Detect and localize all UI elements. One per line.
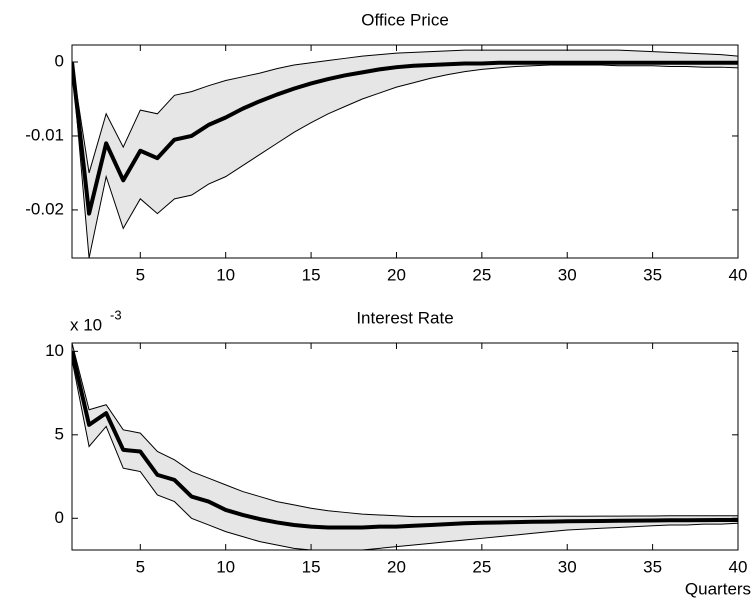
confidence-band: [72, 343, 738, 550]
y-tick-label: 10: [45, 341, 64, 360]
y-tick-label: -0.01: [25, 125, 64, 144]
axes-box: [71, 44, 739, 259]
y-scale-base: x 10: [70, 315, 102, 334]
y-tick-label: 0: [55, 51, 64, 70]
x-tick-label: 30: [558, 265, 577, 284]
x-tick-label: 40: [729, 557, 748, 576]
plot-area: [72, 343, 738, 550]
band-upper: [72, 343, 738, 518]
x-tick-label: 5: [136, 265, 145, 284]
x-tick-label: 40: [729, 265, 748, 284]
plot-area: [72, 49, 738, 258]
x-tick-label: 20: [387, 265, 406, 284]
chart-title: Interest Rate: [356, 308, 453, 327]
x-tick-label: 25: [472, 557, 491, 576]
chart-title: Office Price: [361, 10, 449, 29]
x-tick-label: 5: [136, 557, 145, 576]
x-tick-label: 10: [216, 265, 235, 284]
x-tick-label: 25: [472, 265, 491, 284]
response-line: [72, 350, 738, 530]
y-scale-exponent: -3: [110, 307, 122, 322]
y-tick-label: 5: [55, 424, 64, 443]
x-tick-label: 35: [643, 265, 662, 284]
confidence-band: [72, 50, 738, 258]
band-lower: [72, 359, 738, 550]
response-line: [72, 60, 738, 216]
axes-box: [71, 342, 739, 551]
x-tick-label: 15: [302, 557, 321, 576]
x-tick-label: 15: [302, 265, 321, 284]
x-tick-label: 10: [216, 557, 235, 576]
x-axis-label: Quarters: [685, 579, 751, 598]
x-tick-label: 30: [558, 557, 577, 576]
y-tick-label: 0: [55, 508, 64, 527]
y-tick-label: -0.02: [25, 199, 64, 218]
band-upper: [72, 49, 738, 174]
band-lower: [72, 61, 738, 258]
x-tick-label: 20: [387, 557, 406, 576]
x-tick-label: 35: [643, 557, 662, 576]
